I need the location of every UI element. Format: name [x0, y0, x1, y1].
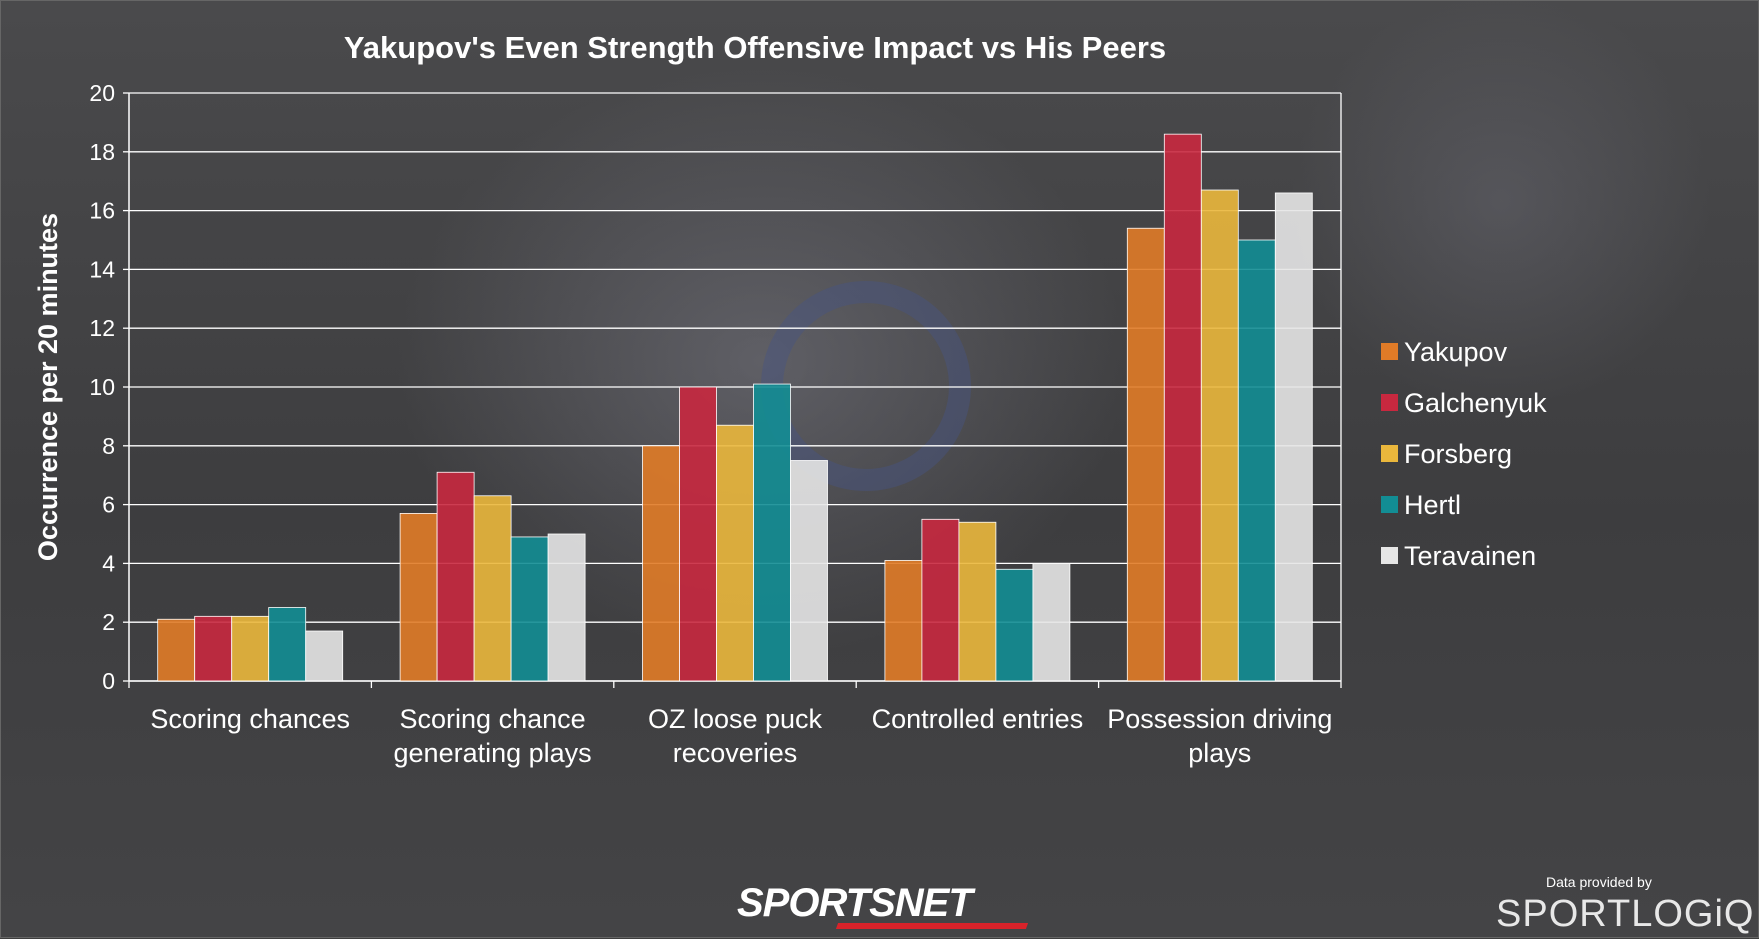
legend-swatch-hertl — [1381, 496, 1398, 513]
bar-yakupov — [399, 513, 438, 682]
bar-yakupov — [1126, 227, 1165, 682]
legend-label: Teravainen — [1404, 541, 1536, 571]
y-tick-label: 10 — [89, 374, 115, 400]
y-tick-label: 2 — [102, 609, 115, 635]
network-logo-underline — [835, 923, 1029, 929]
x-category-label: generating plays — [394, 738, 592, 768]
y-tick-label: 18 — [89, 139, 115, 165]
data-provider-logo: SPORTLOGiQ — [1496, 893, 1755, 935]
bar-teravainen — [1032, 563, 1071, 682]
legend-swatch-galchenyuk — [1381, 394, 1398, 411]
x-category-label: Possession driving — [1107, 704, 1332, 734]
bar-galchenyuk — [194, 615, 233, 682]
bar-forsberg — [958, 521, 997, 682]
y-tick-label: 16 — [89, 198, 115, 224]
bar-hertl — [268, 607, 307, 682]
network-logo: SPORTSNET — [737, 881, 1029, 929]
bar-hertl — [1237, 239, 1276, 682]
bar-galchenyuk — [679, 386, 717, 682]
y-axis-label: Occurrence per 20 minutes — [33, 213, 63, 561]
bar-forsberg — [1200, 189, 1239, 682]
bar-forsberg — [231, 615, 270, 682]
bar-galchenyuk — [436, 471, 475, 682]
bar-teravainen — [547, 533, 586, 682]
y-tick-label: 4 — [102, 550, 115, 576]
y-tick-label: 12 — [89, 315, 115, 341]
bar-yakupov — [642, 445, 680, 682]
legend-swatch-teravainen — [1381, 547, 1398, 564]
x-category-label: Scoring chance — [400, 704, 586, 734]
y-tick-label: 14 — [89, 256, 115, 282]
bar-yakupov — [884, 560, 923, 682]
bar-teravainen — [790, 460, 828, 682]
legend-label: Hertl — [1404, 490, 1461, 520]
legend-swatch-forsberg — [1381, 445, 1398, 462]
bar-hertl — [510, 536, 549, 682]
x-category-label: plays — [1188, 738, 1251, 768]
network-logo-text: SPORTSNET — [737, 881, 973, 925]
x-category-label: OZ loose puck — [648, 704, 823, 734]
data-credit-text: Data provided by — [1546, 874, 1652, 890]
bar-hertl — [753, 383, 791, 682]
x-category-label: Scoring chances — [150, 704, 350, 734]
bar-teravainen — [305, 630, 344, 682]
bar-teravainen — [1274, 192, 1313, 682]
legend-label: Galchenyuk — [1404, 388, 1547, 418]
legend-swatch-yakupov — [1381, 343, 1398, 360]
x-category-label: recoveries — [673, 738, 798, 768]
bar-forsberg — [473, 495, 512, 682]
chart-title: Yakupov's Even Strength Offensive Impact… — [344, 30, 1166, 65]
bar-galchenyuk — [921, 518, 960, 682]
y-tick-label: 8 — [102, 433, 115, 459]
y-tick-label: 0 — [102, 668, 115, 694]
bar-hertl — [995, 568, 1034, 682]
bar-galchenyuk — [1163, 133, 1202, 682]
bar-yakupov — [157, 618, 196, 682]
legend-label: Yakupov — [1404, 337, 1508, 367]
y-tick-label: 6 — [102, 492, 115, 518]
x-category-label: Controlled entries — [872, 704, 1084, 734]
legend-label: Forsberg — [1404, 439, 1512, 469]
y-tick-label: 20 — [89, 80, 115, 106]
bar-forsberg — [716, 424, 754, 682]
